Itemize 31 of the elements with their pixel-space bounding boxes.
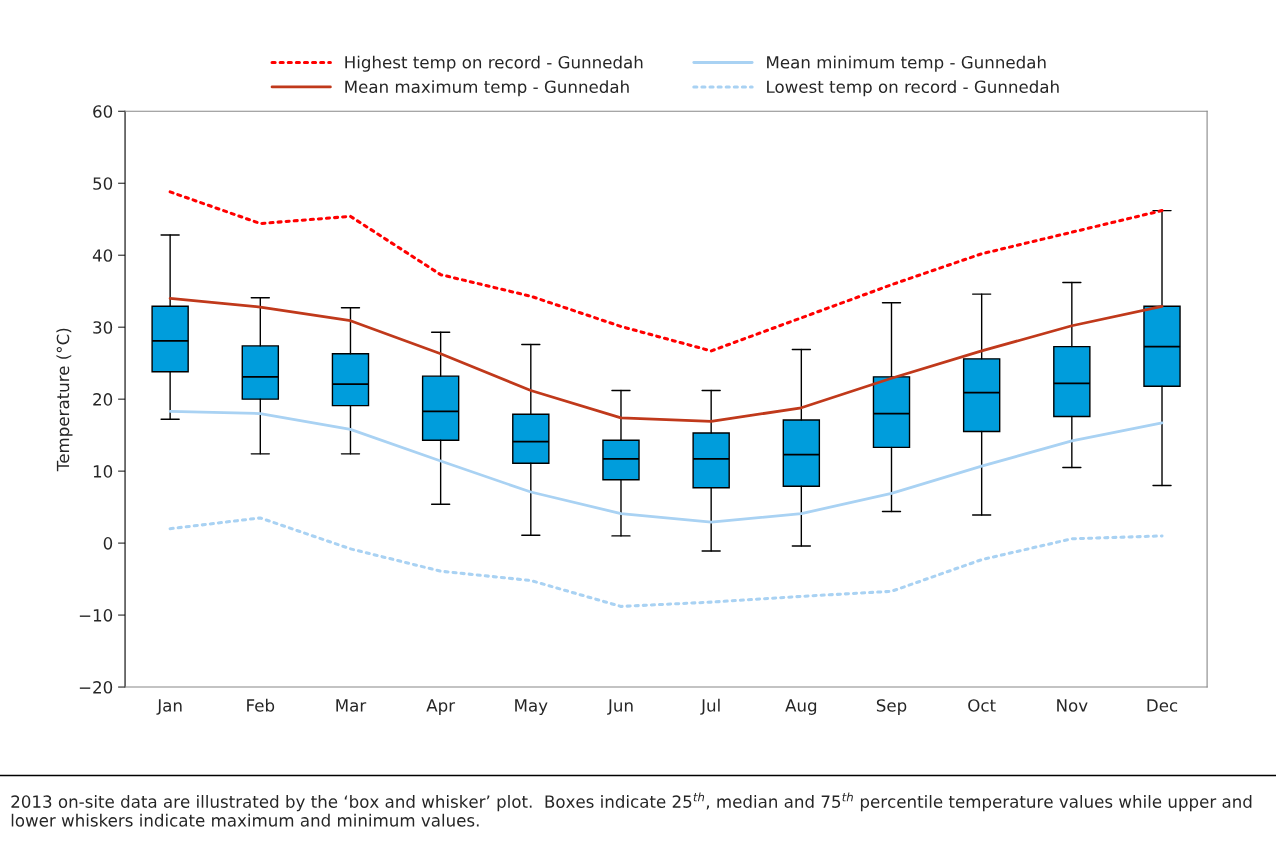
y-axis-title: Temperature (°C) [56,328,73,472]
y-tick-label: 10 [93,465,113,478]
x-tick-label: Jul [700,698,720,715]
text: 2013 on-site data are illustrated by the ‘box and whisker’ plot. Boxes indicate 25$^{th}$, median and 75$^{th}$ percentile temperature values while upper and lower whiskers indicate maximum and minimum values. [11,792,1252,827]
x-tick-label: Apr [426,699,456,715]
x-tick-label: Aug [785,699,817,715]
legend-label: Mean minimum temp - Gunnedah [767,55,1046,72]
y-tick-label: 60 [93,105,113,118]
x-tick-label: Jan [156,699,182,715]
y-tick-label: 30 [93,321,113,334]
y-tick-label: 50 [93,177,113,190]
line-series [168,297,1164,423]
y-tick-label: −20 [79,681,113,694]
x-tick-label: Mar [336,699,367,712]
x-tick-label: Oct [968,699,996,712]
legend-label: Mean maximum temp - Gunnedah [345,80,629,97]
legend-label: Highest temp on record - Gunnedah [345,55,643,72]
y-tick-label: −10 [79,609,113,622]
x-tick-label: May [515,699,548,715]
x-tick-label: Sep [876,699,907,715]
x-tick-label: Jun [607,699,633,715]
x-tick-label: Nov [1057,699,1088,712]
y-tick-label: 20 [93,393,113,406]
x-tick-label: Dec [1147,699,1178,712]
x-tick-label: Feb [247,698,275,712]
line-series [168,190,1164,353]
line-series [168,410,1164,524]
y-tick-label: 40 [92,249,113,262]
line-series [168,516,1164,608]
y-tick-label: 0 [103,537,113,550]
legend-label: Lowest temp on record - Gunnedah [767,80,1059,97]
